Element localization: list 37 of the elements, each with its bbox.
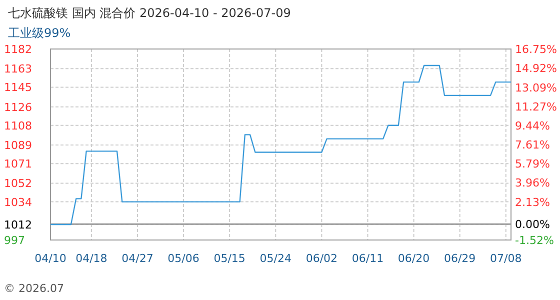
x-tick-label: 06/11 bbox=[352, 252, 384, 265]
x-tick-label: 04/27 bbox=[122, 252, 154, 265]
x-tick-label: 06/02 bbox=[306, 252, 338, 265]
y-tick-label: 1012 bbox=[4, 218, 32, 232]
y2-tick-label: 0.00% bbox=[515, 218, 550, 232]
y-tick-label: 1163 bbox=[4, 62, 32, 76]
y-tick-label: 1126 bbox=[4, 100, 32, 114]
x-tick-label: 07/08 bbox=[490, 252, 522, 265]
chart-subtitle: 工业级99% bbox=[8, 26, 71, 40]
y-tick-label: 997 bbox=[4, 234, 25, 247]
x-tick-label: 05/15 bbox=[214, 252, 246, 265]
y2-tick-label: 3.96% bbox=[515, 176, 550, 190]
x-tick-label: 04/18 bbox=[76, 252, 108, 265]
y-tick-label: 1071 bbox=[4, 158, 32, 171]
y2-tick-label: 7.61% bbox=[515, 138, 550, 152]
x-tick-label: 04/10 bbox=[34, 252, 66, 265]
x-tick-label: 06/20 bbox=[398, 252, 430, 265]
y2-tick-label: 13.09% bbox=[515, 81, 557, 94]
x-tick-label: 05/06 bbox=[168, 252, 200, 265]
y-tick-label: 1034 bbox=[4, 196, 32, 209]
x-tick-label: 06/29 bbox=[444, 252, 476, 265]
line-series bbox=[50, 64, 512, 226]
y-tick-label: 1108 bbox=[4, 119, 32, 132]
x-tick-label: 05/24 bbox=[260, 252, 292, 265]
y-tick-label: 1089 bbox=[4, 139, 32, 152]
y2-tick-label: 5.79% bbox=[515, 158, 550, 171]
y2-tick-label: 2.13% bbox=[515, 196, 550, 209]
y2-tick-label: 9.44% bbox=[515, 119, 550, 132]
chart-title: 七水硫酸镁 国内 混合价 2026-04-10 - 2026-07-09 bbox=[8, 6, 291, 20]
text: © 2026.07 bbox=[4, 282, 64, 295]
y2-tick-label: -1.52% bbox=[515, 234, 554, 247]
y2-tick-label: 14.92% bbox=[515, 62, 557, 76]
y-tick-label: 1145 bbox=[4, 81, 32, 94]
y2-tick-label: 16.75% bbox=[515, 43, 557, 56]
y-tick-label: 1182 bbox=[4, 43, 32, 56]
y-tick-label: 1052 bbox=[4, 177, 32, 190]
y2-tick-label: 11.27% bbox=[515, 100, 557, 114]
